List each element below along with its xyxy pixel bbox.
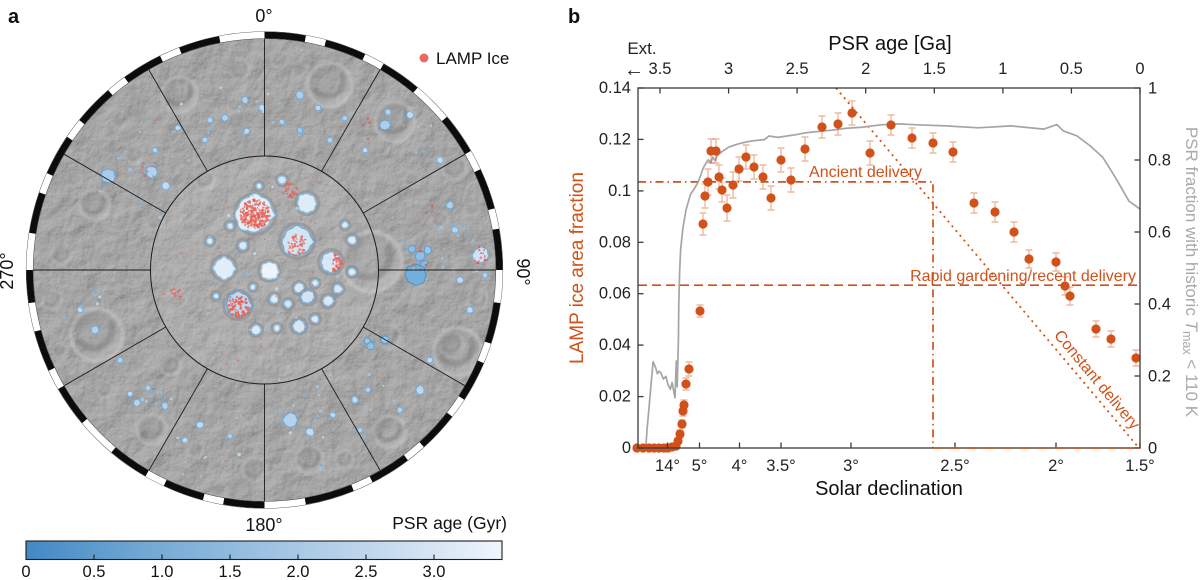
svg-text:2.5: 2.5	[786, 60, 809, 78]
svg-text:LAMP ice area fraction: LAMP ice area fraction	[567, 172, 588, 364]
svg-text:0: 0	[1135, 60, 1144, 78]
svg-text:0.4: 0.4	[1148, 296, 1171, 314]
svg-text:5°: 5°	[692, 457, 708, 475]
svg-text:0: 0	[21, 563, 30, 580]
svg-text:PSR age [Ga]: PSR age [Ga]	[828, 33, 951, 55]
svg-text:3: 3	[724, 60, 733, 78]
svg-text:0.5: 0.5	[83, 563, 106, 580]
svg-text:a: a	[8, 6, 20, 28]
svg-text:270°: 270°	[0, 252, 17, 289]
svg-text:3.5°: 3.5°	[766, 457, 796, 475]
svg-text:1.0: 1.0	[151, 563, 174, 580]
svg-text:Solar declination: Solar declination	[815, 478, 963, 500]
svg-text:1: 1	[1148, 80, 1157, 98]
svg-text:b: b	[568, 6, 580, 28]
svg-text:0.5: 0.5	[1060, 60, 1083, 78]
svg-text:2.5°: 2.5°	[940, 457, 970, 475]
svg-text:0.6: 0.6	[1148, 224, 1171, 242]
svg-text:1.5: 1.5	[923, 60, 946, 78]
svg-text:2°: 2°	[1048, 457, 1064, 475]
svg-text:3°: 3°	[843, 457, 859, 475]
svg-text:←: ←	[624, 59, 644, 81]
svg-text:90°: 90°	[513, 258, 533, 285]
svg-text:14°: 14°	[655, 457, 680, 475]
svg-text:3.5: 3.5	[649, 60, 672, 78]
svg-text:Rapid gardening/recent deliver: Rapid gardening/recent delivery	[910, 268, 1136, 285]
svg-text:LAMP Ice: LAMP Ice	[436, 49, 509, 68]
svg-text:2.5: 2.5	[355, 563, 378, 580]
svg-text:180°: 180°	[245, 515, 282, 535]
svg-text:0.14: 0.14	[599, 79, 631, 97]
svg-text:2: 2	[861, 60, 870, 78]
svg-text:0.12: 0.12	[599, 130, 631, 148]
svg-text:4°: 4°	[732, 457, 748, 475]
svg-text:Ancient delivery: Ancient delivery	[809, 164, 922, 181]
svg-text:0.08: 0.08	[599, 233, 631, 251]
svg-text:0.06: 0.06	[599, 285, 631, 303]
svg-text:2.0: 2.0	[287, 563, 310, 580]
svg-text:3.0: 3.0	[423, 563, 446, 580]
svg-text:0°: 0°	[255, 6, 272, 26]
svg-text:Ext.: Ext.	[627, 39, 656, 58]
svg-text:PSR fraction with historic Tma: PSR fraction with historic Tmax < 110 K	[1180, 127, 1200, 418]
svg-text:0.8: 0.8	[1148, 152, 1171, 170]
svg-text:1.5°: 1.5°	[1125, 457, 1155, 475]
svg-text:0.02: 0.02	[599, 388, 631, 406]
svg-text:0.1: 0.1	[608, 182, 631, 200]
svg-text:1: 1	[998, 60, 1007, 78]
svg-text:1.5: 1.5	[219, 563, 242, 580]
svg-text:Constant delivery: Constant delivery	[1050, 327, 1142, 433]
svg-text:0.2: 0.2	[1148, 368, 1171, 386]
svg-text:0.04: 0.04	[599, 336, 631, 354]
svg-text:0: 0	[1148, 440, 1157, 458]
svg-text:0: 0	[622, 439, 631, 457]
svg-text:PSR age (Gyr): PSR age (Gyr)	[392, 513, 507, 533]
